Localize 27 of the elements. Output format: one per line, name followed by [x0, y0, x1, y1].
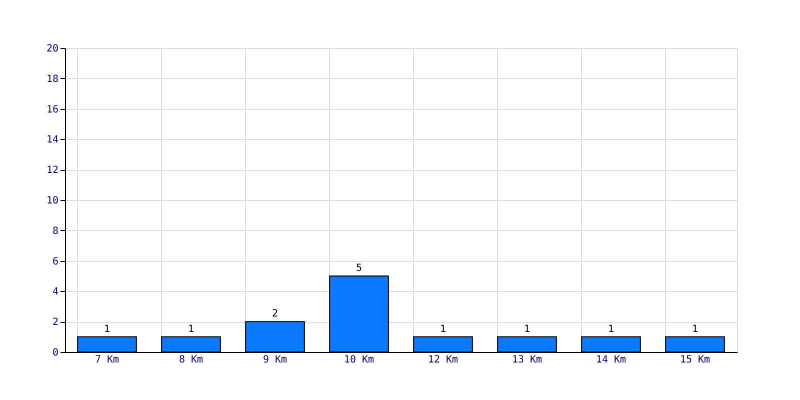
x-tick-label: 9 Km	[262, 354, 288, 366]
data-label: 5	[356, 263, 362, 274]
y-tick-label: 18	[46, 74, 58, 85]
y-tick-label: 8	[52, 226, 58, 237]
y-tick-label: 4	[52, 286, 58, 298]
data-label: 1	[440, 324, 446, 335]
x-tick-label: 14 Km	[596, 354, 626, 366]
y-tick-label: 6	[52, 256, 58, 268]
y-tick-label: 20	[46, 44, 58, 54]
y-tick-label: 14	[46, 134, 58, 146]
y-tick-label: 10	[46, 196, 58, 206]
x-tick-label: 13 Km	[512, 354, 542, 366]
x-tick-label: 15 Km	[680, 354, 710, 366]
x-tick-label: 12 Km	[428, 354, 458, 366]
data-label: 1	[188, 324, 194, 335]
y-tick-label: 12	[46, 165, 58, 176]
x-tick-label: 7 Km	[94, 354, 120, 366]
data-label: 1	[524, 324, 530, 335]
data-label: 1	[692, 324, 698, 335]
data-label: 2	[272, 308, 278, 320]
y-tick-label: 2	[52, 317, 58, 328]
data-label: 1	[104, 324, 110, 335]
y-tick-label: 0	[52, 348, 58, 358]
x-tick-label: 10 Km	[344, 354, 374, 366]
y-tick-label: 16	[46, 104, 58, 116]
x-tick-label: 8 Km	[178, 354, 204, 366]
data-label: 1	[608, 324, 614, 335]
